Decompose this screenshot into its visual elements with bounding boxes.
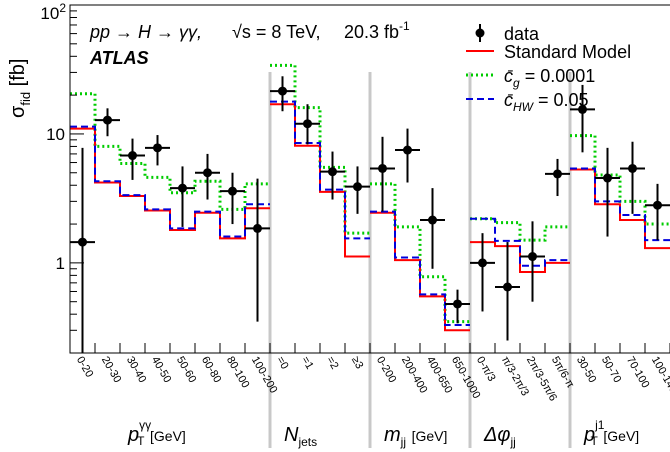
group-axis-label: Δφjj [483, 424, 516, 449]
x-bin-label: 40-50 [149, 355, 173, 385]
data-point [228, 186, 237, 196]
legend-data-marker [475, 28, 485, 38]
data-point [603, 173, 612, 183]
data-point [503, 282, 512, 292]
x-bin-label: 80-100 [224, 355, 252, 391]
chw-curve [70, 125, 270, 238]
plot-series [70, 63, 670, 332]
data-point [403, 145, 412, 155]
group-axis-label: Njets [284, 424, 317, 449]
x-bin-label: 20-30 [99, 355, 123, 385]
x-bin-label: =2 [324, 355, 341, 372]
x-bin-label: 60-80 [199, 355, 223, 385]
x-group-labels: pγγ T [GeV] Njets mjj [GeV] Δφjj pj1 T [GeV] [127, 418, 639, 449]
chw-curve [470, 217, 570, 267]
sm-curve [70, 127, 270, 240]
data-point [78, 237, 87, 247]
data-point [303, 119, 312, 129]
chw-curve [270, 100, 370, 240]
y-tick-label-top: 102 [40, 1, 66, 23]
y-tick-label: 1 [56, 254, 65, 273]
legend-sm-label: Standard Model [504, 42, 631, 62]
data-point [353, 182, 362, 192]
data-point [203, 168, 212, 178]
x-bin-label: 0-200 [374, 355, 398, 385]
legend: data Standard Model c̄g = 0.0001 c̄HW = … [466, 24, 631, 114]
energy-label: √s = 8 TeV, [232, 22, 320, 42]
data-point [528, 252, 537, 262]
data-point [278, 86, 287, 96]
chw-curve [370, 210, 470, 326]
x-bin-label: 50-70 [599, 355, 623, 385]
lumi-label: 20.3 fb-1 [344, 19, 410, 42]
data-point [428, 215, 437, 225]
group-axis-label: pγγ T [GeV] [127, 418, 186, 448]
legend-cg-label: c̄g = 0.0001 [504, 66, 595, 90]
chw-curve [570, 167, 670, 242]
x-bin-label: ≥3 [349, 355, 365, 372]
x-bin-label: 30-50 [574, 355, 598, 385]
data-point [553, 169, 562, 179]
data-point [453, 299, 462, 309]
data-point [578, 104, 587, 114]
data-point [378, 163, 387, 173]
data-point [178, 183, 187, 193]
legend-data-label: data [504, 24, 540, 44]
data-points [70, 76, 670, 353]
data-point [253, 223, 262, 233]
y-tick-label: 10 [46, 125, 65, 144]
data-point [328, 167, 337, 177]
data-point [628, 163, 637, 173]
legend-chw-label: c̄HW = 0.05 [504, 90, 589, 114]
data-point [653, 200, 662, 210]
plot-frame [69, 4, 670, 354]
x-bin-label: 50-60 [174, 355, 198, 385]
x-bin-label: 30-40 [124, 355, 148, 385]
cg-curve [470, 217, 570, 242]
cg-curve [570, 134, 670, 226]
process-label: pp → H → γγ, [89, 22, 202, 42]
data-point [103, 115, 112, 125]
data-point [128, 151, 137, 161]
x-bin-label: 0-π/3 [474, 355, 498, 384]
data-point [478, 258, 487, 268]
plot-border [69, 4, 670, 354]
group-axis-label: pj1 T [GeV] [583, 418, 639, 448]
axes: 1 10 102 [40, 1, 670, 354]
x-bin-label: 70-100 [624, 355, 652, 391]
y-axis-label: σfid [fb] [7, 59, 33, 118]
x-bin-label: =1 [299, 355, 316, 372]
experiment-label: ATLAS [89, 48, 149, 68]
data-point [153, 143, 162, 153]
x-bin-labels: 0-20 20-30 30-40 40-50 50-60 60-80 80-100100-2… [74, 355, 670, 404]
x-bin-label: =0 [274, 355, 291, 372]
x-bin-label: 100-140 [649, 355, 670, 396]
x-bin-label: 0-20 [74, 355, 95, 380]
group-axis-label: mjj [GeV] [384, 424, 447, 449]
